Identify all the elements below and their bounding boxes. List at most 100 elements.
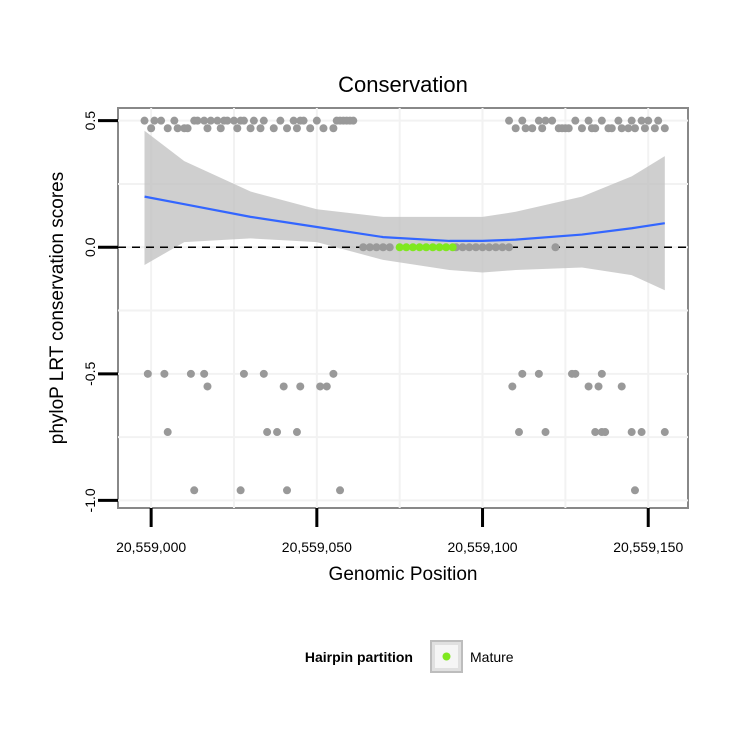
- data-point: [637, 428, 646, 437]
- data-point: [505, 116, 514, 125]
- mature-data-point: [395, 243, 404, 252]
- data-point: [256, 124, 265, 133]
- mature-points-layer: [395, 243, 457, 252]
- data-point: [630, 486, 639, 495]
- data-point: [246, 124, 255, 133]
- data-point: [660, 124, 669, 133]
- data-point: [485, 243, 494, 252]
- data-point: [511, 124, 520, 133]
- data-point: [640, 124, 649, 133]
- data-point: [292, 124, 301, 133]
- data-point: [564, 124, 573, 133]
- data-point: [206, 116, 215, 125]
- data-point: [213, 116, 222, 125]
- data-point: [538, 124, 547, 133]
- data-point: [471, 243, 480, 252]
- data-point: [630, 124, 639, 133]
- data-point: [458, 243, 467, 252]
- data-point: [203, 124, 212, 133]
- data-point: [140, 116, 149, 125]
- smooth-ribbon-layer: [144, 130, 665, 291]
- data-point: [200, 369, 209, 378]
- data-point: [617, 124, 626, 133]
- data-point: [239, 116, 248, 125]
- x-axis: 20,559,000 20,559,050 20,559,100 20,559,150: [116, 508, 683, 555]
- data-point: [597, 116, 606, 125]
- data-point: [216, 124, 225, 133]
- data-point: [296, 382, 305, 391]
- data-point: [508, 382, 517, 391]
- data-point: [273, 428, 282, 437]
- data-point: [518, 369, 527, 378]
- data-point: [276, 116, 285, 125]
- x-tick-label: 20,559,000: [116, 539, 186, 555]
- data-point: [157, 116, 166, 125]
- data-point: [478, 243, 487, 252]
- data-point: [269, 124, 278, 133]
- data-point: [505, 243, 514, 252]
- y-tick-label: 0.5: [82, 111, 98, 131]
- legend-title: Hairpin partition: [305, 649, 413, 665]
- x-axis-title: Genomic Position: [329, 564, 478, 585]
- data-point: [229, 116, 238, 125]
- data-point: [521, 124, 530, 133]
- mature-data-point: [442, 243, 451, 252]
- data-point: [239, 369, 248, 378]
- data-point: [571, 116, 580, 125]
- data-point: [614, 116, 623, 125]
- data-point: [534, 116, 543, 125]
- data-point: [283, 486, 292, 495]
- y-tick-label: -0.5: [82, 362, 98, 386]
- data-point: [372, 243, 381, 252]
- smooth-line: [144, 195, 665, 243]
- data-point: [577, 124, 586, 133]
- smooth-confidence-ribbon: [144, 130, 665, 291]
- data-point: [627, 116, 636, 125]
- data-point: [163, 428, 172, 437]
- data-point: [336, 486, 345, 495]
- data-point: [322, 382, 331, 391]
- data-point: [571, 369, 580, 378]
- data-point: [491, 243, 500, 252]
- x-tick-label: 20,559,150: [613, 539, 683, 555]
- data-point: [259, 116, 268, 125]
- data-point: [289, 116, 298, 125]
- data-point: [259, 369, 268, 378]
- data-point: [160, 369, 169, 378]
- data-point: [548, 116, 557, 125]
- y-tick-label: 0.0: [82, 237, 98, 257]
- data-point: [465, 243, 474, 252]
- data-point: [283, 124, 292, 133]
- data-point: [170, 116, 179, 125]
- data-point: [233, 124, 242, 133]
- data-point: [534, 369, 543, 378]
- data-point: [584, 382, 593, 391]
- data-point: [299, 116, 308, 125]
- data-point: [541, 428, 550, 437]
- data-point: [541, 116, 550, 125]
- data-point: [147, 124, 156, 133]
- data-point: [292, 428, 301, 437]
- plot-panel: [117, 107, 689, 509]
- data-point: [186, 369, 195, 378]
- data-point: [359, 243, 368, 252]
- gridlines: [118, 108, 688, 508]
- data-point: [617, 382, 626, 391]
- mature-data-point: [435, 243, 444, 252]
- y-tick-label: -1.0: [82, 488, 98, 512]
- data-point: [514, 428, 523, 437]
- legend-key-mature-dot: [442, 652, 451, 661]
- data-point: [607, 124, 616, 133]
- mature-data-point: [408, 243, 417, 252]
- data-point: [594, 382, 603, 391]
- data-point: [183, 124, 192, 133]
- data-point: [584, 116, 593, 125]
- data-point: [150, 116, 159, 125]
- data-point: [601, 428, 610, 437]
- smooth-line-layer: [144, 195, 665, 243]
- data-point: [644, 116, 653, 125]
- mature-data-point: [428, 243, 437, 252]
- chart-title: Conservation: [338, 72, 468, 97]
- x-tick-label: 20,559,100: [447, 539, 517, 555]
